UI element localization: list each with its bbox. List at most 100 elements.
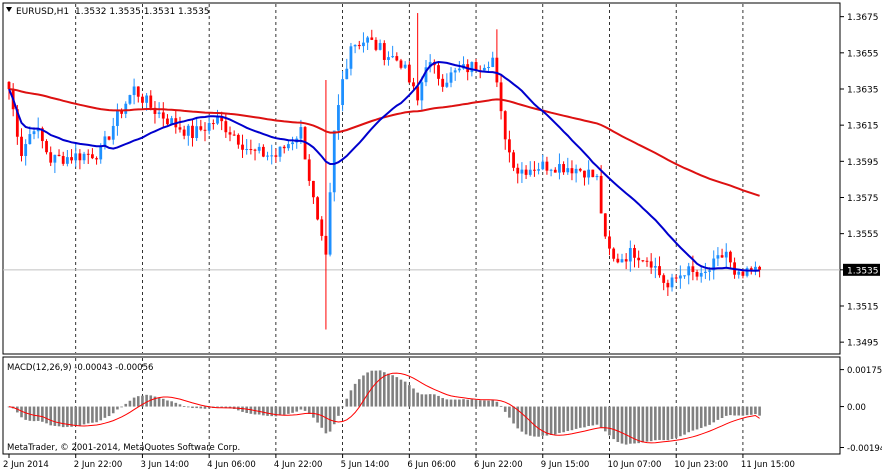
price-panel[interactable] <box>2 2 841 355</box>
candle <box>362 32 365 53</box>
macd-bar <box>441 398 444 407</box>
macd-bar <box>699 406 703 428</box>
candle <box>82 151 86 164</box>
macd-bar <box>412 388 415 407</box>
macd-bar <box>91 406 94 423</box>
candle-body <box>599 175 603 214</box>
macd-bar <box>220 406 223 408</box>
candle-body <box>612 248 616 259</box>
candle <box>232 130 236 136</box>
macd-bar <box>495 401 499 407</box>
candle <box>683 275 686 279</box>
candle-body <box>232 134 236 136</box>
macd-bar <box>708 406 711 425</box>
macd-bar <box>266 406 269 416</box>
candle-body <box>341 79 344 106</box>
macd-bar <box>424 394 428 407</box>
time-tick-label: 4 Jun 22:00 <box>274 460 323 470</box>
candle-body <box>570 168 574 174</box>
candle <box>366 35 370 51</box>
candle <box>270 144 274 165</box>
candle <box>266 151 269 161</box>
macd-bar <box>307 406 311 414</box>
macd-bar <box>299 406 303 410</box>
candle <box>699 265 703 283</box>
candle-body <box>591 169 595 178</box>
macd-bar <box>691 406 695 431</box>
macd-histogram <box>7 370 761 445</box>
candle <box>49 146 53 167</box>
current-price-badge: 1.3535 <box>843 263 880 276</box>
candle-body <box>424 67 428 83</box>
macd-bar <box>578 406 582 428</box>
macd-bar <box>541 406 545 436</box>
candle-body <box>61 156 65 164</box>
candle-body <box>624 259 628 262</box>
candle-body <box>403 64 407 68</box>
candle-body <box>407 64 411 83</box>
candle <box>253 148 257 161</box>
macd-bar <box>641 406 645 443</box>
candle <box>512 149 515 172</box>
macd-bar <box>345 398 349 407</box>
candle <box>687 262 691 285</box>
macd-bar <box>654 406 657 441</box>
macd-bar <box>741 406 745 416</box>
candle <box>516 163 520 184</box>
macd-bar <box>124 403 128 407</box>
candle <box>257 143 261 154</box>
macd-bar <box>729 406 732 416</box>
candle-body <box>366 37 370 43</box>
macd-bar <box>608 406 611 436</box>
candle <box>132 78 136 105</box>
candle <box>74 143 78 167</box>
candle-body <box>687 266 691 276</box>
candle <box>182 125 186 140</box>
candle-body <box>737 271 741 275</box>
macd-bar <box>733 406 736 416</box>
time-tick-label: 2 Jun 22:00 <box>74 460 123 470</box>
macd-bar <box>604 406 607 432</box>
macd-bar <box>199 406 203 409</box>
macd-bar <box>466 399 469 407</box>
candle <box>349 42 353 76</box>
candle <box>666 279 670 296</box>
macd-bar <box>312 406 315 418</box>
candle <box>587 160 591 185</box>
candle <box>91 148 94 160</box>
macd-bar <box>136 396 140 407</box>
macd-bar <box>353 383 357 407</box>
candle-body <box>574 168 578 174</box>
candle-body <box>253 149 257 151</box>
time-tick-label: 6 Jun 22:00 <box>474 460 523 470</box>
price-tick-label: 1.3495 <box>847 339 879 349</box>
candle <box>553 167 557 173</box>
candle <box>545 156 549 175</box>
triangle-down-icon[interactable] <box>6 7 12 12</box>
candle-body <box>387 57 390 60</box>
macd-bar <box>120 406 123 408</box>
candle <box>658 256 661 278</box>
macd-bar <box>32 406 36 422</box>
candle <box>53 154 57 174</box>
candle-body <box>482 67 486 71</box>
candle-body <box>695 271 699 277</box>
candle-body <box>449 72 453 83</box>
candle <box>508 130 511 163</box>
candle <box>737 270 741 279</box>
candle-body <box>40 128 44 142</box>
macd-bar <box>754 406 757 415</box>
macd-bar <box>483 400 486 407</box>
macd-bar <box>20 406 23 418</box>
macd-bar <box>720 406 724 419</box>
price-tick-label: 1.3675 <box>847 13 879 23</box>
candle-body <box>395 56 399 61</box>
macd-bar <box>78 406 82 426</box>
macd-bar <box>203 406 207 409</box>
candle-body <box>470 62 474 73</box>
macd-bar <box>683 406 686 435</box>
candle <box>729 250 732 268</box>
macd-bar <box>712 406 716 423</box>
candle-body <box>457 68 461 71</box>
